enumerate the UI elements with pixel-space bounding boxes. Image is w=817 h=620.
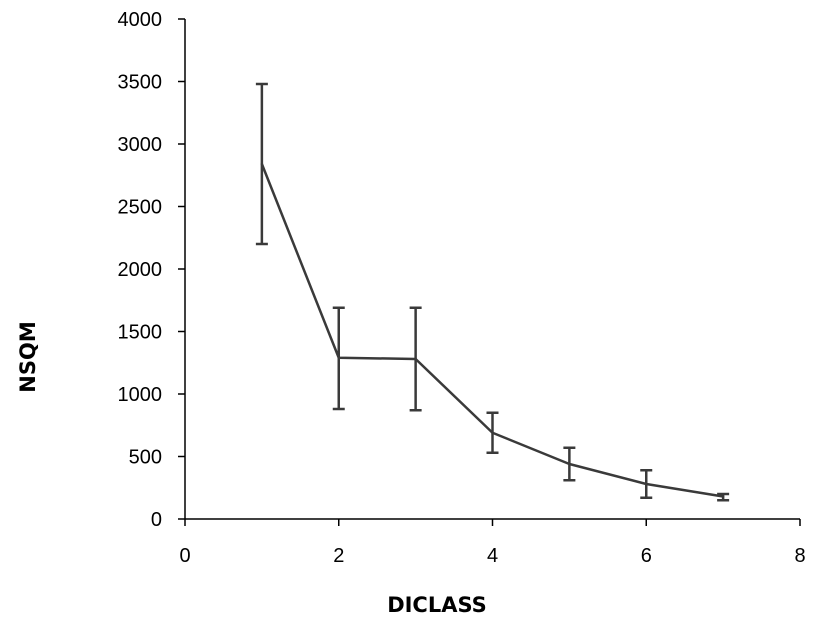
y-tick-label: 1000 [118,384,163,406]
data-point [414,357,417,361]
y-axis-title: NSQM [16,321,40,392]
x-tick-label: 4 [487,545,498,567]
x-tick-label: 6 [641,545,652,567]
data-point [721,495,725,498]
y-tick-label: 2500 [118,197,163,219]
y-tick-label: 500 [129,447,162,469]
x-tick-label: 2 [333,545,344,567]
x-axis-title: DICLASS [387,593,487,617]
y-tick-label: 0 [151,509,162,531]
error-bars [255,82,730,502]
data-point [568,462,571,466]
y-tick-label: 1500 [118,322,163,344]
y-axis: 0 500 1000 1500 2000 2500 3000 3500 4000 [118,9,186,531]
series [260,162,725,498]
data-point [260,162,264,166]
data-point [491,431,494,434]
x-tick-label: 8 [794,545,805,567]
data-point [337,356,340,359]
x-axis: 0 2 4 6 8 [179,518,806,567]
y-tick-label: 3500 [118,72,163,94]
data-point [645,482,648,486]
y-tick-label: 2000 [118,259,163,281]
x-tick-label: 0 [179,545,190,567]
y-tick-label: 3000 [118,134,163,156]
y-tick-label: 4000 [118,9,163,31]
